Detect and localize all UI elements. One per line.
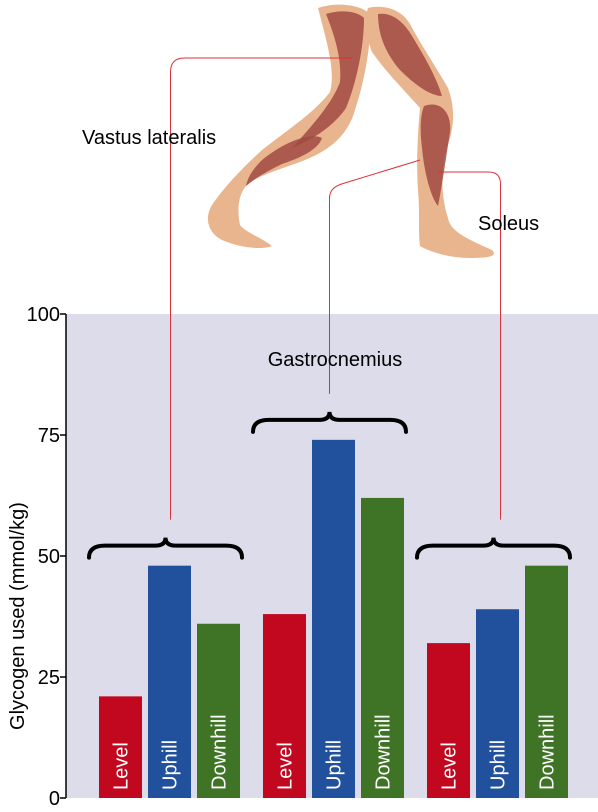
- group-brace: [251, 411, 408, 434]
- muscle-labels: Vastus lateralis Gastrocnemius Soleus: [82, 127, 539, 371]
- bar: [525, 565, 568, 798]
- bar-label: Level: [275, 742, 297, 790]
- y-tick-label: 0: [49, 788, 60, 810]
- muscle-label: Vastus lateralis: [82, 127, 216, 149]
- bar-label: Uphill: [160, 740, 182, 790]
- bar: [476, 609, 519, 798]
- bar: [263, 614, 306, 798]
- bar-label: Uphill: [488, 740, 510, 790]
- bar: [99, 696, 142, 798]
- bar: [312, 439, 355, 798]
- bar: [361, 497, 404, 798]
- muscle-label: Soleus: [478, 213, 539, 235]
- leader-line: [170, 57, 352, 520]
- bar-label: Level: [111, 742, 133, 790]
- bar-label: Uphill: [324, 740, 346, 790]
- y-axis: 0 25 50 75 100: [27, 304, 67, 810]
- leader-lines: [170, 57, 501, 520]
- bars: Level Uphill Downhill Level Uphill Downhill Le…: [99, 439, 568, 798]
- group-brace: [415, 537, 572, 560]
- y-axis-label: Glycogen used (mmol/kg): [7, 502, 29, 730]
- y-tick-label: 100: [27, 304, 60, 326]
- y-tick-label: 25: [38, 667, 60, 689]
- y-tick-label: 75: [38, 425, 60, 447]
- y-tick-label: 50: [38, 546, 60, 568]
- muscle-label: Gastrocnemius: [268, 349, 403, 371]
- running-legs-muscle-illustration: [207, 4, 494, 259]
- bar-label: Downhill: [373, 714, 395, 790]
- group-braces: [87, 411, 572, 560]
- leader-line: [438, 171, 501, 520]
- bar-label: Downhill: [209, 714, 231, 790]
- leader-line: [329, 159, 421, 394]
- group-brace: [87, 537, 244, 560]
- bar-label: Downhill: [537, 714, 559, 790]
- bar: [427, 643, 470, 798]
- bar: [148, 565, 191, 798]
- bar-label: Level: [439, 742, 461, 790]
- bar: [197, 623, 240, 798]
